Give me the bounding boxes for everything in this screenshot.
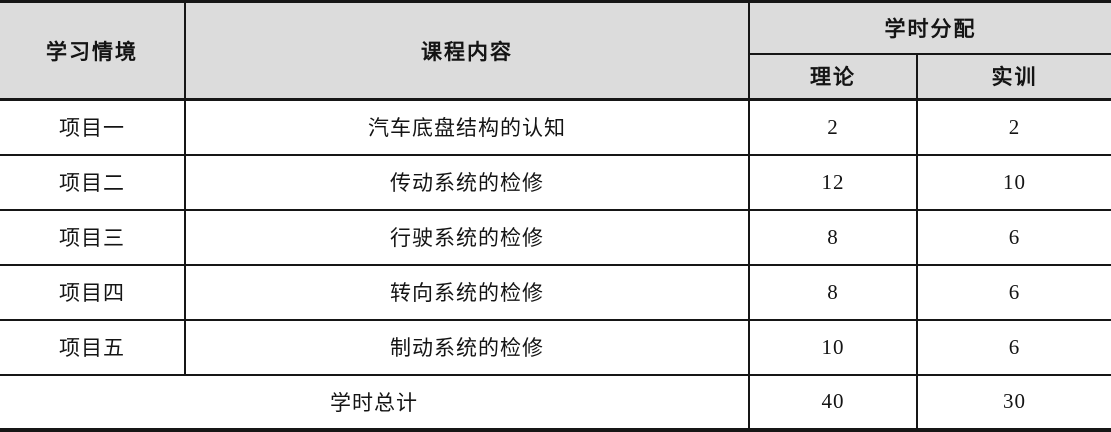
cell-content: 行驶系统的检修 — [184, 208, 750, 266]
table-header: 学习情境 课程内容 学时分配 理论 实训 — [0, 0, 1111, 101]
table-body: 项目一 汽车底盘结构的认知 2 2 项目二 传动系统的检修 12 10 项目三 … — [0, 98, 1111, 432]
cell-practice-hours: 10 — [916, 153, 1111, 211]
cell-situation: 项目二 — [0, 153, 186, 211]
cell-situation: 项目五 — [0, 318, 186, 376]
cell-theory-hours: 10 — [748, 318, 918, 376]
cell-theory-hours: 8 — [748, 208, 918, 266]
table-row: 项目四 转向系统的检修 8 6 — [0, 263, 1111, 321]
total-row: 学时总计 40 30 — [0, 373, 1111, 432]
cell-practice-hours: 6 — [916, 318, 1111, 376]
header-row-sub: 理论 实训 — [0, 52, 1111, 101]
table-row: 项目三 行驶系统的检修 8 6 — [0, 208, 1111, 266]
header-practice: 实训 — [916, 52, 1111, 101]
cell-situation: 项目三 — [0, 208, 186, 266]
cell-content: 制动系统的检修 — [184, 318, 750, 376]
cell-content: 汽车底盘结构的认知 — [184, 98, 750, 156]
cell-content: 传动系统的检修 — [184, 153, 750, 211]
cell-situation: 项目四 — [0, 263, 186, 321]
header-theory: 理论 — [749, 52, 918, 101]
header-row-top: 学习情境 课程内容 学时分配 — [0, 0, 1111, 101]
total-theory-hours: 40 — [748, 373, 918, 432]
cell-theory-hours: 8 — [748, 263, 918, 321]
total-practice-hours: 30 — [916, 373, 1111, 432]
table-row: 项目一 汽车底盘结构的认知 2 2 — [0, 98, 1111, 156]
table-row: 项目五 制动系统的检修 10 6 — [0, 318, 1111, 376]
cell-practice-hours: 6 — [916, 263, 1111, 321]
header-hours-allocation: 学时分配 — [748, 0, 1111, 55]
cell-content: 转向系统的检修 — [184, 263, 750, 321]
cell-situation: 项目一 — [0, 98, 186, 156]
table-row: 项目二 传动系统的检修 12 10 — [0, 153, 1111, 211]
total-label: 学时总计 — [0, 373, 750, 432]
cell-theory-hours: 2 — [748, 98, 918, 156]
header-learning-situation: 学习情境 — [0, 0, 186, 101]
cell-practice-hours: 2 — [916, 98, 1111, 156]
cell-theory-hours: 12 — [748, 153, 918, 211]
cell-practice-hours: 6 — [916, 208, 1111, 266]
header-course-content: 课程内容 — [184, 0, 750, 101]
